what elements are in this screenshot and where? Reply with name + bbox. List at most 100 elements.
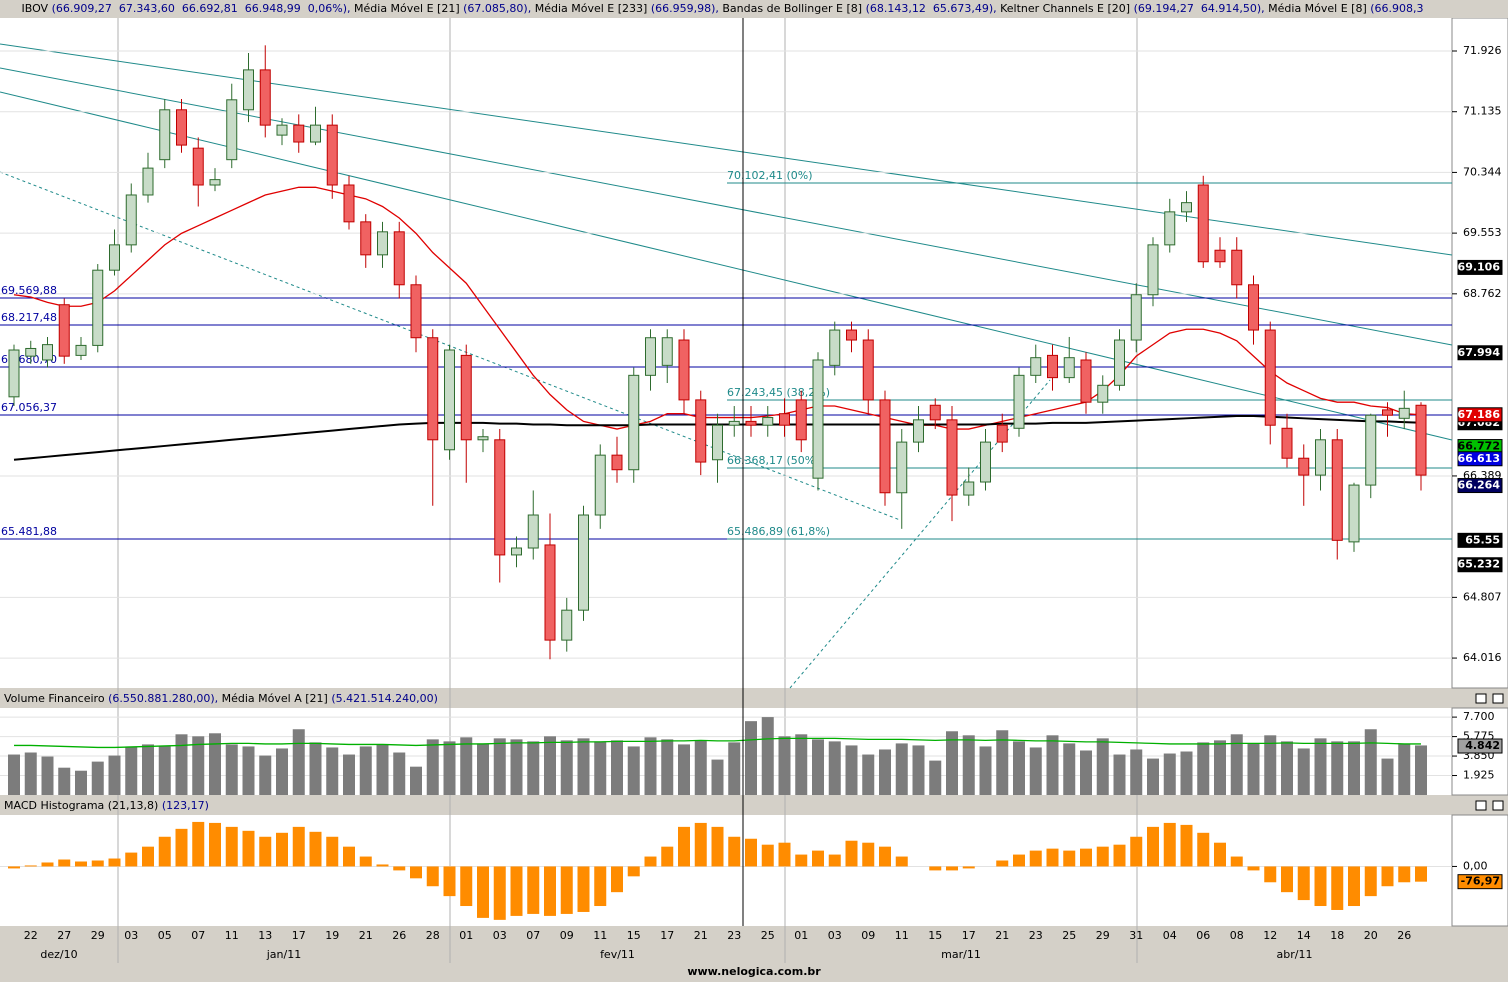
x-tick-label: 28 [426,929,440,942]
bar [745,838,757,867]
candle-body [980,441,991,483]
x-tick-label: 17 [962,929,976,942]
x-tick-label: 06 [1196,929,1210,942]
candle-body [544,544,556,641]
bar [728,742,741,795]
candle-body [1214,249,1226,263]
bar [611,866,623,893]
candle-body [695,399,707,463]
volume-pane [0,708,1452,795]
bar [1281,741,1293,795]
bar [376,744,389,795]
y-tick-label: 7.700 [1463,710,1495,723]
bar [259,755,272,795]
maximize-button[interactable] [1475,693,1487,704]
price-badge-label: 66.264 [1458,479,1501,492]
candle-body [42,344,53,361]
bar [8,754,20,795]
bar [477,743,489,795]
price-pane [0,18,1452,688]
x-tick-label: 23 [727,929,741,942]
bar [1130,836,1143,867]
bar [1063,743,1076,795]
bar [359,746,372,795]
maximize-button[interactable] [1475,800,1487,811]
level-label: 67.056,37 [1,401,57,414]
bar [410,866,422,879]
close-button[interactable] [1492,800,1504,811]
bar [58,767,71,795]
pane-buttons[interactable] [1475,693,1504,811]
bar [812,739,824,795]
x-tick-label: 04 [1163,929,1177,942]
pane-value: (6.550.881.280,00), [108,692,218,705]
header-bar [0,0,1508,18]
bar [711,759,724,795]
candle-body [1231,249,1243,286]
candle-body [1315,439,1326,476]
bar [75,770,87,795]
bar [761,717,774,795]
trendline [789,379,1051,689]
candle-body [460,354,472,441]
x-tick-label: 15 [627,929,641,942]
x-tick-label: 25 [761,929,775,942]
bar [544,866,556,916]
bar [175,828,188,867]
bar [527,866,540,914]
bar [1364,866,1377,897]
bar [443,866,456,897]
bar [879,749,891,795]
level-label: 68.217,48 [1,311,57,324]
bar [125,746,138,795]
pane-title: MACD Histograma (21,13,8) [4,799,158,812]
x-tick-label: 15 [928,929,942,942]
bar [1063,850,1076,867]
bar [678,826,690,867]
bar [393,866,406,871]
candle-body [745,420,757,426]
candle-body [109,244,120,271]
y-tick-label: 71.926 [1463,44,1502,57]
y-tick-label: 64.807 [1463,590,1502,603]
header-name: Bandas de Bollinger E [8] [722,2,862,15]
price-badge [1457,259,1503,275]
candle-body [1181,202,1192,213]
bar [962,735,975,795]
candle-body [594,454,606,516]
x-tick-label: 21 [359,929,373,942]
pane-title: Volume Financeiro [4,692,105,705]
candle-body [896,441,908,494]
candle-body [1348,484,1360,543]
bar [158,746,171,795]
x-tick-label: 25 [1062,929,1076,942]
bar [862,754,875,795]
bar [1348,741,1360,795]
candle-body [829,329,841,366]
bar [477,866,489,918]
bar [1331,741,1344,795]
bar [426,739,439,795]
header-values: (66.908,3 [1370,2,1423,15]
bar [343,754,355,795]
bar [1314,866,1327,907]
bar [58,859,71,867]
close-button[interactable] [1492,693,1504,704]
bar [812,850,824,867]
candle-body [946,419,958,496]
candle-body [343,184,355,223]
x-tick-label: 17 [292,929,306,942]
x-tick-label: 22 [24,929,38,942]
candle-body [192,147,204,186]
bar [125,852,138,867]
candle-body [276,124,288,136]
bar [1163,822,1176,867]
candle-body [846,329,857,341]
bar [644,737,657,795]
candle-body [1164,211,1176,246]
candle-body [1147,244,1159,296]
candle-body [527,514,539,549]
bar [1197,832,1210,867]
bar [91,761,104,795]
bar [1398,744,1411,795]
